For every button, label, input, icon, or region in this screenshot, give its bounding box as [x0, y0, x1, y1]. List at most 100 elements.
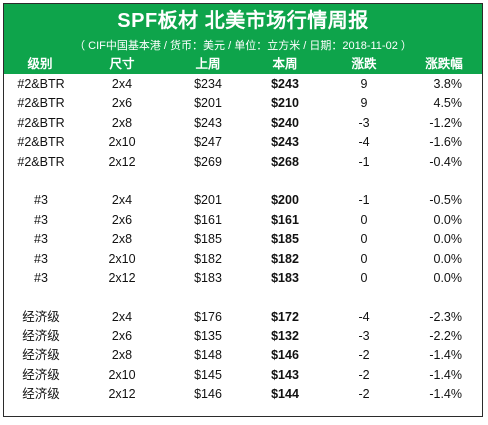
cell-change: -2 [358, 348, 370, 363]
cell-change-pct: -1.4% [429, 387, 462, 402]
header-banner: SPF板材 北美市场行情周报 （ CIF中国基本港 / 货币：美元 / 单位：立… [4, 4, 482, 74]
cell-size: 2x12 [108, 387, 136, 402]
table-row: #2&BTR 2x6 $201 $210 9 4.5% [4, 94, 482, 113]
cell-size: 2x8 [111, 115, 133, 130]
cell-change-pct: -1.4% [429, 367, 462, 382]
cell-change: 0 [360, 270, 368, 285]
price-report-table: SPF板材 北美市场行情周报 （ CIF中国基本港 / 货币：美元 / 单位：立… [3, 3, 483, 417]
report-subtitle: （ CIF中国基本港 / 货币：美元 / 单位：立方米 / 日期：2018-11… [74, 40, 412, 52]
cell-change-pct: -0.5% [429, 193, 462, 208]
cell-grade: 经济级 [22, 348, 60, 363]
table-row: #3 2x4 $201 $200 -1 -0.5% [4, 191, 482, 210]
cell-this-week: $185 [271, 232, 299, 247]
report-title: SPF板材 北美市场行情周报 [117, 10, 369, 32]
cell-size: 2x12 [108, 270, 136, 285]
cell-last-week: $135 [194, 329, 222, 344]
cell-grade: 经济级 [22, 387, 60, 402]
cell-last-week: $145 [194, 367, 222, 382]
table-row: #2&BTR 2x8 $243 $240 -3 -1.2% [4, 114, 482, 133]
group-spacer [4, 172, 482, 191]
table-row: #3 2x10 $182 $182 0 0.0% [4, 250, 482, 269]
cell-change: -2 [358, 387, 370, 402]
cell-last-week: $269 [194, 154, 222, 169]
cell-grade: #3 [34, 232, 48, 247]
cell-grade: #2&BTR [17, 154, 65, 169]
table-row: 经济级 2x6 $135 $132 -3 -2.2% [4, 327, 482, 346]
cell-change: -1 [358, 193, 370, 208]
column-header-row: 级别 尺寸 上周 本周 涨跌 涨跌幅 [4, 55, 482, 74]
cell-grade: 经济级 [22, 309, 60, 324]
cell-this-week: $143 [271, 367, 299, 382]
cell-change-pct: 0.0% [433, 270, 463, 285]
table-row: #3 2x8 $185 $185 0 0.0% [4, 230, 482, 249]
cell-this-week: $183 [271, 270, 299, 285]
cell-grade: #2&BTR [17, 96, 65, 111]
table-row: 经济级 2x10 $145 $143 -2 -1.4% [4, 366, 482, 385]
cell-change: -4 [358, 309, 370, 324]
cell-size: 2x4 [111, 77, 133, 91]
cell-change-pct: 3.8% [433, 77, 463, 91]
cell-last-week: $182 [194, 251, 222, 266]
cell-change: 9 [360, 77, 368, 91]
cell-change: -3 [358, 329, 370, 344]
cell-size: 2x6 [111, 96, 133, 111]
group-spacer [4, 288, 482, 307]
cell-last-week: $161 [194, 212, 222, 227]
cell-last-week: $185 [194, 232, 222, 247]
column-header-grade: 级别 [27, 57, 53, 71]
cell-change: -3 [358, 115, 370, 130]
cell-size: 2x6 [111, 212, 133, 227]
cell-grade: #3 [34, 251, 48, 266]
cell-size: 2x4 [111, 309, 133, 324]
cell-last-week: $183 [194, 270, 222, 285]
cell-grade: #3 [34, 212, 48, 227]
cell-last-week: $146 [194, 387, 222, 402]
cell-change-pct: -2.2% [429, 329, 462, 344]
cell-this-week: $243 [271, 77, 299, 91]
cell-last-week: $247 [194, 135, 222, 150]
cell-this-week: $132 [271, 329, 299, 344]
cell-change: -2 [358, 367, 370, 382]
cell-change-pct: -2.3% [429, 309, 462, 324]
cell-this-week: $243 [271, 135, 299, 150]
cell-this-week: $146 [271, 348, 299, 363]
cell-size: 2x12 [108, 154, 136, 169]
column-header-last-week: 上周 [195, 57, 221, 71]
cell-size: 2x6 [111, 329, 133, 344]
cell-grade: 经济级 [22, 329, 60, 344]
cell-change-pct: -1.6% [429, 135, 462, 150]
table-row: #2&BTR 2x4 $234 $243 9 3.8% [4, 75, 482, 94]
cell-this-week: $182 [271, 251, 299, 266]
column-header-this-week: 本周 [272, 57, 298, 71]
table-row: 经济级 2x8 $148 $146 -2 -1.4% [4, 346, 482, 365]
cell-change-pct: 0.0% [433, 212, 463, 227]
cell-change: 0 [360, 212, 368, 227]
cell-size: 2x10 [108, 251, 136, 266]
cell-last-week: $243 [194, 115, 222, 130]
cell-last-week: $148 [194, 348, 222, 363]
cell-last-week: $201 [194, 193, 222, 208]
cell-change-pct: 0.0% [433, 251, 463, 266]
cell-change: 0 [360, 251, 368, 266]
cell-size: 2x10 [108, 135, 136, 150]
table-row: #3 2x6 $161 $161 0 0.0% [4, 211, 482, 230]
cell-last-week: $201 [194, 96, 222, 111]
cell-change: 0 [360, 232, 368, 247]
cell-grade: 经济级 [22, 367, 60, 382]
cell-this-week: $210 [271, 96, 299, 111]
cell-change-pct: -1.4% [429, 348, 462, 363]
cell-this-week: $240 [271, 115, 299, 130]
cell-grade: #2&BTR [17, 135, 65, 150]
cell-change: -4 [358, 135, 370, 150]
cell-size: 2x8 [111, 348, 133, 363]
column-header-change: 涨跌 [351, 57, 377, 71]
column-header-change-pct: 涨跌幅 [425, 57, 463, 71]
table-row: 经济级 2x12 $146 $144 -2 -1.4% [4, 385, 482, 404]
cell-grade: #2&BTR [17, 77, 65, 91]
cell-change-pct: -0.4% [429, 154, 462, 169]
cell-this-week: $268 [271, 154, 299, 169]
table-row: #3 2x12 $183 $183 0 0.0% [4, 269, 482, 288]
cell-grade: #3 [34, 193, 48, 208]
cell-size: 2x8 [111, 232, 133, 247]
cell-change: 9 [360, 96, 368, 111]
